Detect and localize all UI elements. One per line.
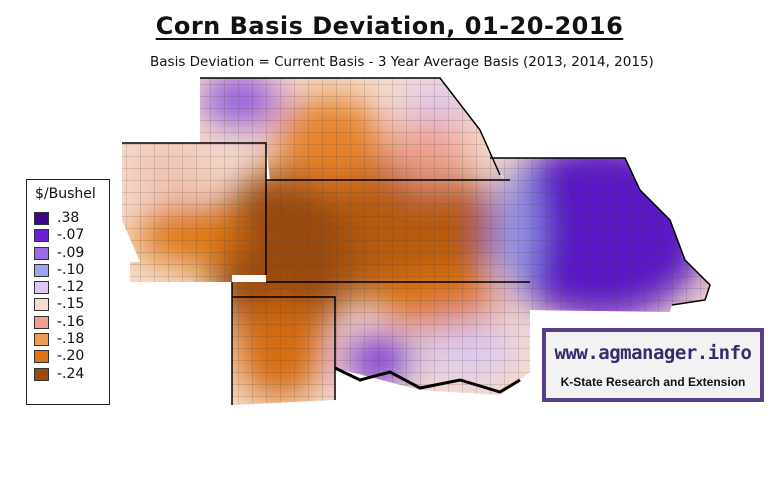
map-subtitle: Basis Deviation = Current Basis - 3 Year…	[150, 54, 654, 70]
legend-swatch	[34, 350, 49, 364]
legend-swatch	[34, 367, 49, 381]
legend-swatch	[34, 246, 49, 260]
legend-label: -.24	[57, 365, 85, 382]
legend-label: -.12	[57, 279, 85, 296]
legend-swatch	[34, 212, 49, 225]
legend-label: -.15	[57, 296, 85, 313]
logo-url: www.agmanager.info	[554, 342, 752, 364]
legend-label: -.09	[57, 244, 85, 261]
legend-label: -.10	[57, 261, 85, 278]
legend-swatch	[34, 229, 49, 243]
legend-swatch	[34, 281, 49, 295]
legend-label: -.07	[57, 227, 85, 244]
legend-label: .38	[57, 210, 80, 226]
legend-swatch	[34, 333, 49, 347]
logo-panel: www.agmanager.info K-State Research and …	[546, 332, 760, 398]
legend-swatch	[34, 263, 49, 277]
legend-swatch	[34, 298, 49, 312]
logo-subtitle: K-State Research and Extension	[560, 375, 746, 389]
legend-swatch	[34, 315, 49, 329]
legend: $/Bushel .38 -.07 -.09 -.10 -.12 -.15 -.16 -.18…	[26, 179, 110, 405]
legend-title: $/Bushel	[35, 186, 96, 202]
legend-label: -.18	[57, 331, 85, 348]
map-title: Corn Basis Deviation, 01-20-2016	[155, 12, 624, 40]
legend-label: -.20	[57, 348, 85, 365]
legend-label: -.16	[57, 313, 85, 330]
agmanager-logo[interactable]: www.agmanager.info K-State Research and …	[542, 328, 764, 402]
